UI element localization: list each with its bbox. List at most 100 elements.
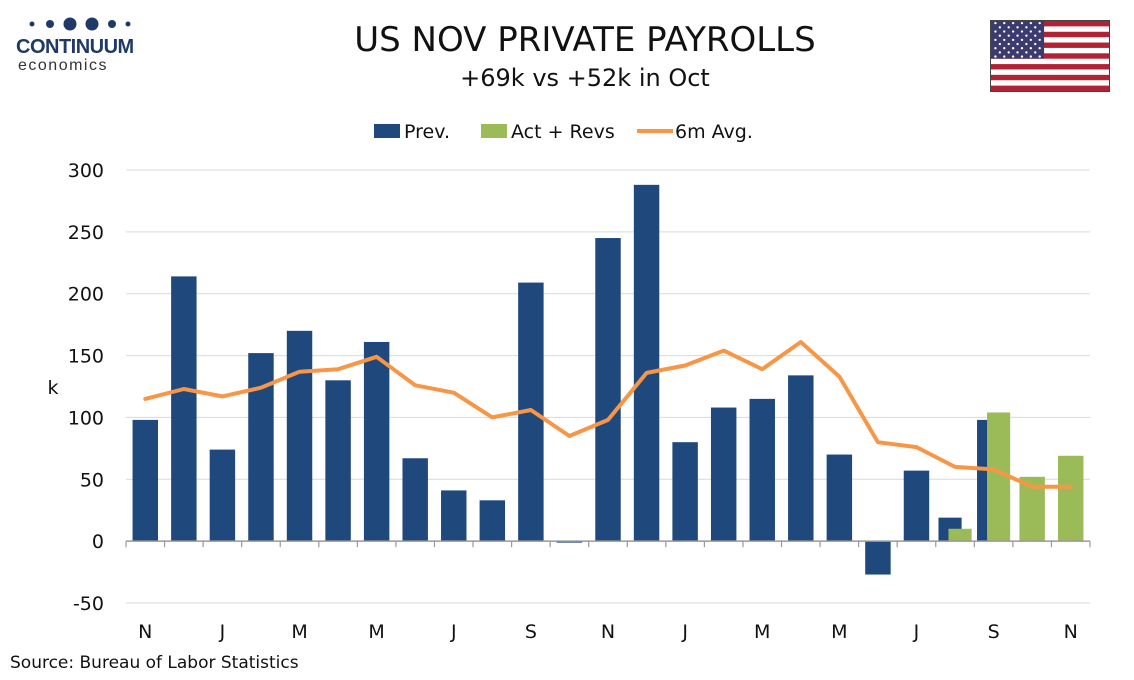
bar-prev (710, 407, 737, 542)
bar-prev (286, 330, 313, 542)
flag-star (1007, 26, 1010, 29)
y-tick-label: -50 (73, 593, 104, 615)
us-flag-icon (990, 20, 1110, 92)
flag-star (1029, 30, 1033, 33)
x-tick-label: J (681, 621, 688, 643)
bar-prev (171, 276, 197, 542)
flag-star (1020, 38, 1024, 42)
x-tick-label: J (219, 621, 226, 643)
x-tick-label: S (525, 621, 537, 643)
avg-line (143, 340, 1073, 489)
flag-star (1025, 26, 1028, 29)
bar-prev (363, 341, 390, 542)
x-tick-label: J (913, 621, 920, 643)
legend-label: Act + Revs (511, 121, 615, 143)
flag-star (1003, 21, 1006, 25)
flag-star (1020, 55, 1024, 58)
y-tick-label: 250 (68, 222, 104, 244)
flag-star (1003, 55, 1006, 58)
flag-star (1011, 38, 1015, 42)
bar-prev (325, 380, 351, 542)
x-tick-label: N (601, 621, 615, 643)
chart-subtitle: +69k vs +52k in Oct (460, 64, 710, 92)
flag-star (1007, 51, 1010, 54)
flag-star (1025, 34, 1028, 37)
bar-prev (595, 238, 621, 542)
flag-star (1003, 47, 1006, 50)
continuum-logo: CONTINUUM economics (14, 14, 144, 76)
flag-star (1011, 55, 1015, 58)
bar-prev (479, 500, 506, 542)
bar-prev (441, 490, 467, 542)
bar-prev (672, 442, 698, 542)
flag-star (994, 21, 997, 25)
flag-star (1007, 42, 1010, 46)
x-tick-label: M (368, 621, 384, 643)
flag-star (1020, 30, 1024, 33)
bar-actual (987, 412, 1011, 542)
flag-star (994, 30, 997, 33)
bar-prev (132, 419, 159, 542)
flag-star (1038, 47, 1041, 50)
y-tick-label: 300 (68, 160, 104, 182)
flag-star (1038, 38, 1041, 42)
x-tick-label: M (831, 621, 847, 643)
flag-star (1029, 55, 1033, 58)
bar-prev (788, 375, 814, 542)
x-tick-label: S (988, 621, 1000, 643)
logo-sub: economics (18, 57, 108, 74)
y-tick-label: 50 (80, 469, 104, 491)
chart-title: US NOV PRIVATE PAYROLLS (354, 20, 816, 60)
flag-star (998, 42, 1002, 46)
flag-star (1034, 51, 1037, 54)
legend-label: Prev. (404, 121, 450, 143)
bar-actual (1057, 455, 1084, 542)
flag-star (1011, 30, 1015, 33)
y-tick-label: 100 (68, 407, 104, 429)
flag-star (998, 51, 1002, 54)
y-tick-label: 0 (92, 531, 104, 553)
bar-prev (209, 449, 236, 542)
legend-swatch (374, 124, 400, 138)
flag-star (1011, 21, 1015, 25)
flag-star (1011, 47, 1015, 50)
legend-label: 6m Avg. (675, 121, 753, 143)
flag-star (1016, 26, 1019, 29)
flag-star (1020, 47, 1024, 50)
x-tick-label: N (138, 621, 152, 643)
flag-star (1025, 42, 1028, 46)
flag-star (1038, 30, 1041, 33)
flag-star (998, 34, 1002, 37)
bar-prev (903, 470, 930, 542)
flag-star (1007, 34, 1010, 37)
logo-brand: CONTINUUM (16, 36, 134, 58)
bar-prev (402, 458, 428, 542)
flag-star (998, 26, 1002, 29)
flag-star (1016, 34, 1019, 37)
bar-prev (826, 454, 853, 542)
source-note: Source: Bureau of Labor Statistics (10, 653, 299, 673)
x-tick-label: M (291, 621, 307, 643)
flag-star (1038, 21, 1041, 25)
bar-prev (749, 398, 775, 542)
flag-star (1016, 51, 1019, 54)
flag-star (1029, 47, 1033, 50)
flag-star (1003, 38, 1006, 42)
flag-star (1025, 51, 1028, 54)
flag-star (994, 38, 997, 42)
x-tick-label: N (1064, 621, 1078, 643)
logo-dots-icon (29, 17, 131, 31)
flag-star (1034, 42, 1037, 46)
flag-star (1034, 34, 1037, 37)
flag-star (994, 47, 997, 50)
bar-prev (248, 353, 274, 542)
flag-star (1034, 26, 1037, 29)
flag-star (1038, 55, 1041, 58)
y-tick-label: 150 (68, 346, 104, 368)
bar-prev (633, 184, 660, 542)
y-tick-label: 200 (68, 284, 104, 306)
legend-swatch (481, 124, 507, 138)
x-tick-label: M (754, 621, 770, 643)
flag-star (1016, 42, 1019, 46)
